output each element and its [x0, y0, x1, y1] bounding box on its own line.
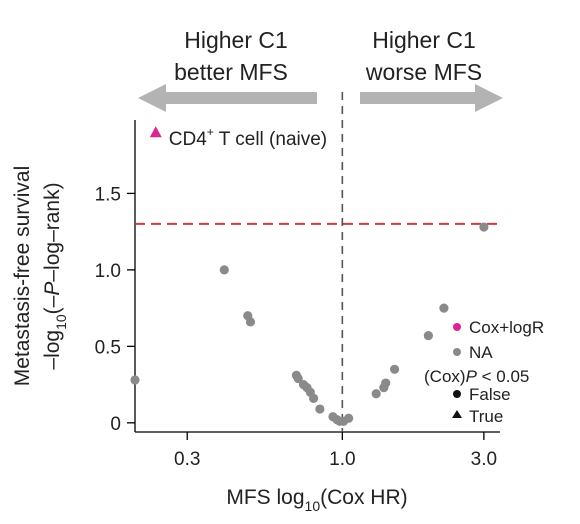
data-point	[245, 317, 256, 327]
y-ticks: 0 0.5 1.0 1.5	[95, 184, 135, 435]
y-axis-label-line1: Metastasis-free survival	[11, 166, 34, 387]
x-tick-label: 3.0	[471, 449, 497, 470]
left-arrow-label-line2: better MFS	[174, 59, 288, 85]
legend-shape-title: (Cox)P < 0.05	[424, 367, 529, 386]
data-point	[423, 331, 433, 341]
highlight-label-superscript: +	[207, 125, 214, 139]
data-point	[371, 389, 381, 399]
data-point	[293, 373, 303, 384]
legend-shape-title-post: < 0.05	[477, 367, 529, 386]
y-tick-label: 0	[110, 414, 121, 435]
x-tick-label: 1.0	[329, 449, 355, 470]
legend-na-label: NA	[469, 343, 493, 362]
y-tick-label: 1.0	[95, 261, 121, 282]
x-tick-label: 0.3	[174, 449, 200, 470]
y-axis-label-line2-b: (–	[41, 295, 64, 314]
data-point	[344, 413, 354, 423]
legend-coxlogr-marker	[453, 323, 461, 331]
legend-true-label: True	[469, 407, 503, 426]
x-axis-label: MFS log10(Cox HR)	[226, 486, 407, 514]
right-arrow-label-line2: worse MFS	[365, 59, 482, 85]
direction-arrows: Higher C1 better MFS Higher C1 worse MFS	[138, 27, 503, 112]
y-axis-label-line2-c: –log–rank)	[41, 182, 64, 281]
data-point	[439, 303, 449, 313]
axes: 0 0.5 1.0 1.5 0.3 1.0 3.0	[95, 120, 500, 470]
left-arrow-label-line1: Higher C1	[184, 27, 288, 53]
y-axis-label-line2-sub: 10	[53, 314, 69, 330]
y-tick-label: 1.5	[95, 184, 121, 205]
y-tick-label: 0.5	[95, 337, 121, 358]
data-point	[315, 404, 325, 414]
legend-shape-title-p: P	[466, 367, 478, 386]
y-axis-label: Metastasis-free survival –log10(–P–log–r…	[11, 166, 69, 387]
x-axis-label-pre: MFS log	[226, 486, 304, 509]
data-point	[381, 378, 391, 388]
highlight-label-rest: T cell (naive)	[214, 129, 327, 150]
highlight-label: CD4+ T cell (naive)	[169, 125, 327, 150]
legend-na-marker	[453, 348, 461, 356]
left-arrow-head	[138, 84, 166, 112]
data-point	[130, 375, 140, 385]
right-arrow-shaft	[360, 92, 480, 104]
legend-true-marker	[452, 410, 462, 418]
x-axis-label-post: (Cox HR)	[320, 486, 408, 509]
y-axis-label-line2-a: –log	[41, 330, 64, 370]
legend-shape-title-pre: (Cox)	[424, 367, 466, 386]
x-axis-label-sub: 10	[305, 498, 321, 514]
legend: Cox+logR NA (Cox)P < 0.05 False True	[424, 318, 544, 426]
legend-false-label: False	[469, 385, 511, 404]
highlight-point	[149, 126, 162, 138]
y-axis-label-line2-p: P	[41, 282, 64, 296]
left-arrow-shaft	[160, 92, 317, 104]
highlight-label-main: CD4	[169, 129, 207, 150]
right-arrow-head	[475, 84, 503, 112]
data-point	[219, 265, 229, 275]
data-points	[130, 222, 489, 426]
highlight-triangle-marker	[149, 126, 162, 138]
y-axis-label-line2: –log10(–P–log–rank)	[41, 182, 69, 369]
right-arrow-label-line1: Higher C1	[372, 27, 476, 53]
x-ticks: 0.3 1.0 3.0	[174, 432, 497, 470]
data-point	[308, 393, 319, 403]
data-point	[479, 222, 489, 232]
legend-false-marker	[453, 390, 461, 398]
legend-coxlogr-label: Cox+logR	[469, 318, 544, 337]
data-point	[389, 364, 400, 374]
